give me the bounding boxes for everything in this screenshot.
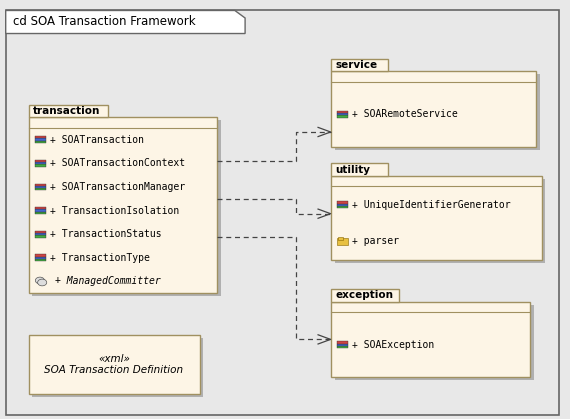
Text: exception: exception bbox=[335, 290, 393, 300]
Bar bbox=[338, 238, 343, 240]
Bar bbox=[35, 141, 46, 143]
Text: + TransactionIsolation: + TransactionIsolation bbox=[50, 206, 180, 215]
Bar bbox=[35, 136, 46, 139]
FancyBboxPatch shape bbox=[335, 305, 534, 380]
Bar bbox=[337, 115, 348, 117]
Text: service: service bbox=[335, 60, 377, 70]
FancyBboxPatch shape bbox=[32, 120, 221, 296]
Text: utility: utility bbox=[335, 165, 370, 175]
Text: + UniqueIdentifierGenerator: + UniqueIdentifierGenerator bbox=[352, 200, 511, 210]
FancyBboxPatch shape bbox=[28, 335, 200, 394]
Bar bbox=[337, 346, 348, 348]
Bar bbox=[35, 235, 46, 238]
Bar bbox=[35, 210, 46, 212]
Text: + SOARemoteService: + SOARemoteService bbox=[352, 109, 458, 119]
Bar bbox=[337, 111, 348, 113]
Bar bbox=[35, 257, 46, 259]
Text: + TransactionStatus: + TransactionStatus bbox=[50, 229, 162, 239]
FancyBboxPatch shape bbox=[331, 302, 530, 377]
Bar bbox=[35, 184, 46, 186]
Bar bbox=[35, 233, 46, 235]
FancyBboxPatch shape bbox=[335, 74, 540, 150]
Bar bbox=[35, 259, 46, 261]
Bar bbox=[337, 113, 348, 115]
Bar bbox=[337, 238, 348, 245]
Text: + SOATransaction: + SOATransaction bbox=[50, 134, 144, 145]
Bar bbox=[35, 231, 46, 233]
Bar bbox=[35, 188, 46, 190]
FancyBboxPatch shape bbox=[32, 338, 203, 397]
Bar bbox=[35, 160, 46, 162]
FancyBboxPatch shape bbox=[331, 163, 388, 176]
FancyBboxPatch shape bbox=[331, 289, 399, 302]
Bar bbox=[35, 139, 46, 141]
Text: transaction: transaction bbox=[33, 106, 100, 116]
Polygon shape bbox=[6, 10, 245, 34]
Bar bbox=[337, 204, 348, 206]
Bar bbox=[35, 212, 46, 214]
Bar bbox=[35, 164, 46, 167]
Bar bbox=[35, 254, 46, 257]
FancyBboxPatch shape bbox=[331, 59, 388, 71]
FancyBboxPatch shape bbox=[28, 105, 108, 117]
Bar bbox=[35, 207, 46, 210]
Bar bbox=[337, 344, 348, 346]
Text: + ManagedCommitter: + ManagedCommitter bbox=[55, 277, 161, 287]
Bar bbox=[337, 341, 348, 344]
Circle shape bbox=[35, 277, 44, 284]
Bar bbox=[337, 206, 348, 208]
FancyBboxPatch shape bbox=[335, 179, 545, 263]
Text: + SOATransactionContext: + SOATransactionContext bbox=[50, 158, 185, 168]
Bar bbox=[35, 162, 46, 164]
Bar bbox=[35, 186, 46, 188]
Text: cd SOA Transaction Framework: cd SOA Transaction Framework bbox=[13, 16, 195, 28]
Circle shape bbox=[38, 279, 47, 286]
FancyBboxPatch shape bbox=[331, 176, 542, 260]
Text: + SOATransactionManager: + SOATransactionManager bbox=[50, 182, 185, 192]
FancyBboxPatch shape bbox=[6, 10, 559, 415]
Bar bbox=[337, 202, 348, 204]
FancyBboxPatch shape bbox=[28, 117, 217, 293]
Text: + TransactionType: + TransactionType bbox=[50, 253, 150, 263]
Text: «xml»
SOA Transaction Definition: «xml» SOA Transaction Definition bbox=[44, 354, 184, 375]
Text: + parser: + parser bbox=[352, 236, 399, 246]
Text: + SOAException: + SOAException bbox=[352, 340, 434, 349]
FancyBboxPatch shape bbox=[331, 71, 536, 147]
